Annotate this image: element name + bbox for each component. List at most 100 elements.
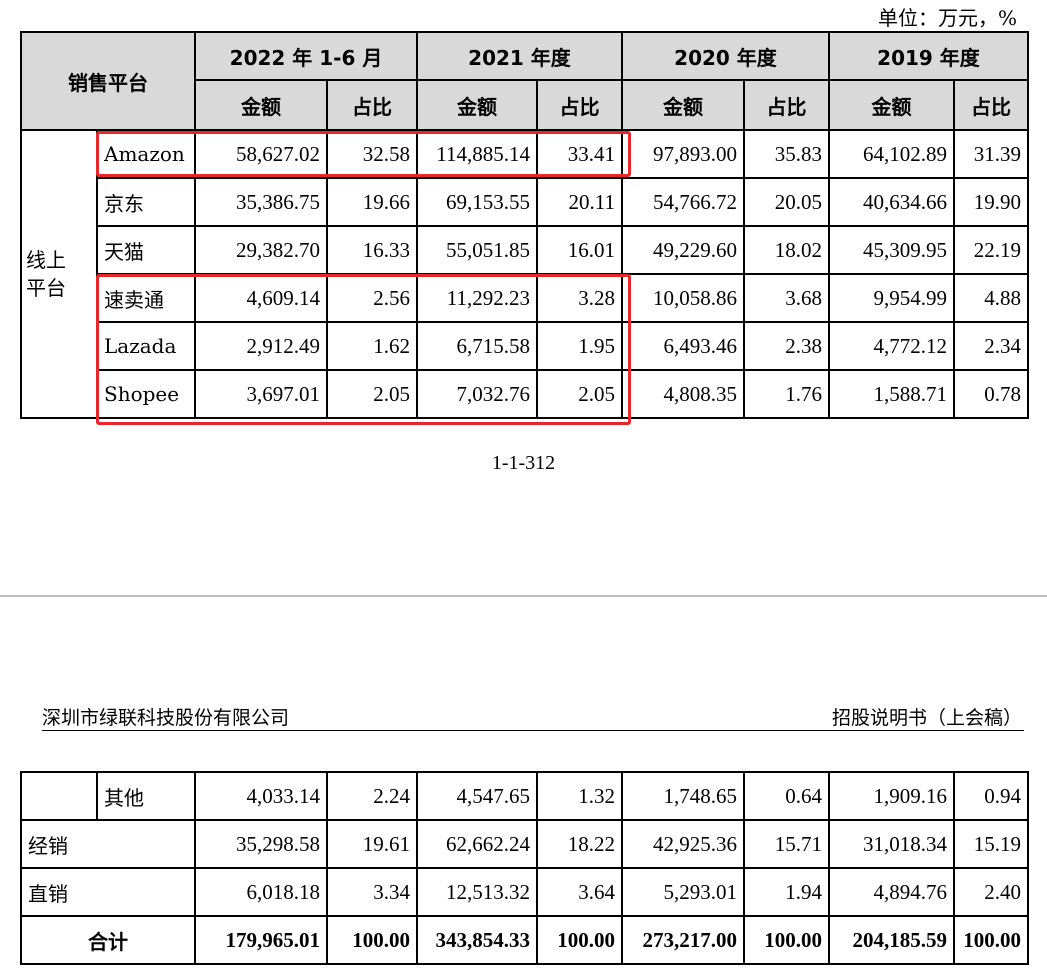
table-cell: 4.88	[953, 273, 1029, 323]
table-cell: 18.02	[743, 225, 830, 275]
table-cell: 2.56	[326, 273, 418, 323]
table-cell: 1.95	[536, 321, 623, 371]
table-cell: 4,808.35	[621, 369, 745, 419]
page-header-rule	[42, 730, 1024, 731]
platform-header: 销售平台	[20, 31, 196, 131]
table-cell: 97,893.00	[621, 129, 745, 179]
table-cell: 1.62	[326, 321, 418, 371]
table-cell: 20.05	[743, 177, 830, 227]
amount-header: 金额	[621, 79, 745, 131]
table-cell: 19.61	[326, 819, 418, 869]
table-cell: 29,382.70	[194, 225, 328, 275]
ratio-header: 占比	[953, 79, 1029, 131]
table-cell: 15.71	[743, 819, 830, 869]
table-cell: 20.11	[536, 177, 623, 227]
period-header: 2022 年 1-6 月	[194, 31, 418, 81]
table-cell: 2.24	[326, 771, 418, 821]
total-label: 合计	[20, 915, 196, 965]
table-row: Shopee 3,697.01 2.05 7,032.76 2.05 4,808.35 1.…	[21, 369, 1029, 419]
platform-name: 天猫	[96, 225, 196, 275]
table-cell: 15.19	[953, 819, 1029, 869]
total-cell: 179,965.01	[194, 915, 328, 965]
table-cell: 1.32	[536, 771, 623, 821]
table-cell: 7,032.76	[416, 369, 538, 419]
channel-name: 直销	[20, 867, 196, 917]
ratio-header: 占比	[326, 79, 418, 131]
total-row: 合计 179,965.01 100.00 343,854.33 100.00 2…	[20, 915, 1029, 965]
table-cell: 6,018.18	[194, 867, 328, 917]
table-cell: 3,697.01	[194, 369, 328, 419]
table-cell: 1.76	[743, 369, 830, 419]
table-cell: 31,018.34	[828, 819, 955, 869]
table-cell: 2.05	[326, 369, 418, 419]
sales-platform-table: 销售平台 2022 年 1-6 月 2021 年度 2020 年度 2019 年…	[20, 31, 1029, 419]
table-row: 京东 35,386.75 19.66 69,153.55 20.11 54,766.72 2…	[21, 177, 1029, 227]
table-cell: 3.64	[536, 867, 623, 917]
table-cell: 11,292.23	[416, 273, 538, 323]
table-cell: 69,153.55	[416, 177, 538, 227]
ratio-header: 占比	[743, 79, 830, 131]
table-cell: 1,588.71	[828, 369, 955, 419]
platform-name: Shopee	[96, 369, 196, 419]
table-cell: 4,547.65	[416, 771, 538, 821]
table-cell: 54,766.72	[621, 177, 745, 227]
table-cell: 19.90	[953, 177, 1029, 227]
table-cell: 4,033.14	[194, 771, 328, 821]
header-row-metrics: 金额 占比 金额 占比 金额 占比 金额 占比	[21, 79, 1029, 131]
table-cell: 4,894.76	[828, 867, 955, 917]
table-row: 经销 35,298.58 19.61 62,662.24 18.22 42,92…	[20, 819, 1029, 869]
table-cell: 3.34	[326, 867, 418, 917]
table-row: 线上 平台 Amazon 58,627.02 32.58 114,885.14 33.4…	[20, 129, 1029, 419]
table-row: 速卖通 4,609.14 2.56 11,292.23 3.28 10,058.86 3.6…	[21, 273, 1029, 323]
table-cell: 62,662.24	[416, 819, 538, 869]
platform-name: 速卖通	[96, 273, 196, 323]
table-cell: 5,293.01	[621, 867, 745, 917]
total-cell: 343,854.33	[416, 915, 538, 965]
table-cell: 2.40	[953, 867, 1029, 917]
table-cell: 35,386.75	[194, 177, 328, 227]
amount-header: 金额	[416, 79, 538, 131]
page-number: 1-1-312	[491, 452, 556, 474]
table-cell: 32.58	[326, 129, 418, 179]
table-cell: 10,058.86	[621, 273, 745, 323]
online-group-continuation-cell	[20, 771, 98, 821]
table-cell: 0.78	[953, 369, 1029, 419]
table-cell: 2.05	[536, 369, 623, 419]
online-platform-group-text: 线上 平台	[26, 248, 66, 300]
ratio-header: 占比	[536, 79, 623, 131]
table-row: 直销 6,018.18 3.34 12,513.32 3.64 5,293.01…	[20, 867, 1029, 917]
period-header: 2019 年度	[828, 31, 1029, 81]
table-cell: 1,748.65	[621, 771, 745, 821]
table-cell: 45,309.95	[828, 225, 955, 275]
total-cell: 273,217.00	[621, 915, 745, 965]
table-cell: 49,229.60	[621, 225, 745, 275]
channel-name: 经销	[20, 819, 196, 869]
table-cell: 2,912.49	[194, 321, 328, 371]
table-cell: 114,885.14	[416, 129, 538, 179]
total-cell: 204,185.59	[828, 915, 955, 965]
amount-header: 金额	[194, 79, 328, 131]
table-cell: 0.64	[743, 771, 830, 821]
table-cell: 12,513.32	[416, 867, 538, 917]
unit-note: 单位：万元，%	[877, 6, 1017, 30]
online-platform-group-label: 线上 平台	[20, 129, 98, 419]
table-cell: 16.33	[326, 225, 418, 275]
table-cell: 16.01	[536, 225, 623, 275]
table-cell: 3.68	[743, 273, 830, 323]
table-cell: 64,102.89	[828, 129, 955, 179]
total-cell: 100.00	[743, 915, 830, 965]
table-row: 天猫 29,382.70 16.33 55,051.85 16.01 49,229.60 1…	[21, 225, 1029, 275]
company-name: 深圳市绿联科技股份有限公司	[42, 707, 290, 729]
document-title: 招股说明书（上会稿）	[831, 707, 1022, 729]
table-cell: 22.19	[953, 225, 1029, 275]
table-cell: 18.22	[536, 819, 623, 869]
table-cell: 1.94	[743, 867, 830, 917]
table-cell: 6,493.46	[621, 321, 745, 371]
table-cell: 33.41	[536, 129, 623, 179]
total-cell: 100.00	[953, 915, 1029, 965]
table-cell: 2.38	[743, 321, 830, 371]
table-cell: 40,634.66	[828, 177, 955, 227]
table-cell: 42,925.36	[621, 819, 745, 869]
table-cell: 35.83	[743, 129, 830, 179]
platform-name: 京东	[96, 177, 196, 227]
